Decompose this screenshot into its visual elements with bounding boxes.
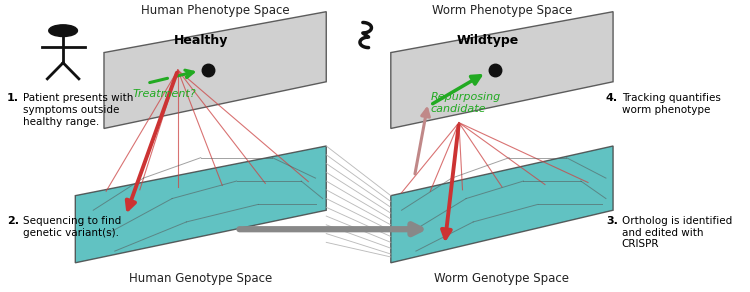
- Text: Human Phenotype Space: Human Phenotype Space: [141, 4, 290, 18]
- Text: 1.: 1.: [8, 93, 20, 103]
- Text: 3.: 3.: [606, 216, 618, 226]
- Text: Human Genotype Space: Human Genotype Space: [129, 272, 272, 285]
- Text: Ortholog is identified
and edited with
CRISPR: Ortholog is identified and edited with C…: [622, 216, 732, 249]
- Polygon shape: [104, 12, 326, 128]
- Text: Patient presents with
symptoms outside
healthy range.: Patient presents with symptoms outside h…: [23, 93, 134, 127]
- Text: Worm Genotype Space: Worm Genotype Space: [434, 272, 569, 285]
- Text: Sequencing to find
genetic variant(s).: Sequencing to find genetic variant(s).: [23, 216, 122, 238]
- Text: Healthy: Healthy: [173, 34, 228, 47]
- Text: 4.: 4.: [606, 93, 618, 103]
- Text: Treatment?: Treatment?: [133, 89, 196, 99]
- Text: Tracking quantifies
worm phenotype: Tracking quantifies worm phenotype: [622, 93, 721, 115]
- Text: 2.: 2.: [8, 216, 20, 226]
- Text: Wildtype: Wildtype: [457, 34, 519, 47]
- Polygon shape: [391, 12, 613, 128]
- Text: Worm Phenotype Space: Worm Phenotype Space: [432, 4, 572, 18]
- Polygon shape: [391, 146, 613, 263]
- Circle shape: [49, 25, 77, 36]
- Text: Repurposing
candidate: Repurposing candidate: [430, 92, 500, 114]
- Polygon shape: [75, 146, 326, 263]
